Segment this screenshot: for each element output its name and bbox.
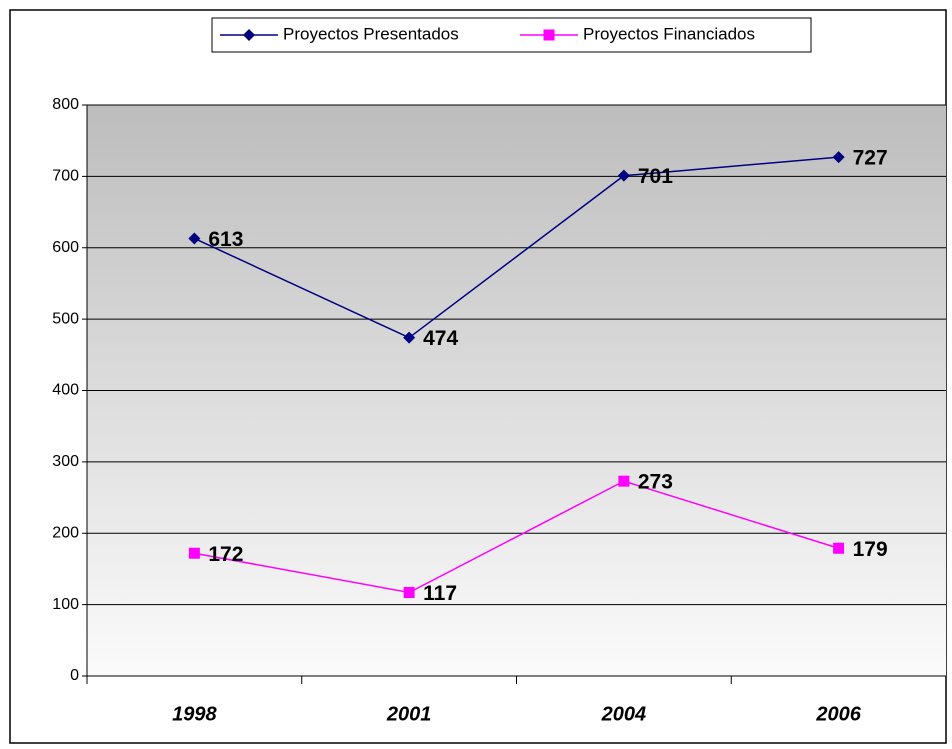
series-line [194, 156, 839, 339]
data-label: 727 [853, 147, 888, 170]
marker [543, 29, 555, 41]
y-tick-label: 300 [52, 453, 79, 470]
data-label: 474 [423, 327, 458, 350]
marker [617, 169, 630, 182]
data-label: 613 [208, 228, 243, 251]
marker [403, 331, 416, 344]
marker [188, 547, 200, 559]
y-tick-label: 200 [52, 524, 79, 541]
y-tick-label: 800 [52, 96, 79, 113]
y-tick-label: 700 [52, 168, 79, 185]
y-tick-label: 400 [52, 382, 79, 399]
x-tick-label: 2006 [815, 703, 861, 725]
x-tick-label: 2004 [601, 703, 647, 725]
legend-label: Proyectos Financiados [583, 24, 755, 43]
marker [188, 232, 201, 245]
data-label: 273 [638, 471, 673, 494]
marker [243, 29, 255, 41]
x-tick-label: 1998 [172, 703, 217, 725]
legend-label: Proyectos Presentados [283, 24, 459, 43]
marker [832, 151, 845, 164]
series-line [194, 480, 839, 594]
marker [833, 542, 845, 554]
x-tick-label: 2001 [386, 703, 432, 725]
data-label: 117 [423, 582, 457, 605]
marker [403, 586, 415, 598]
y-tick-label: 100 [52, 596, 79, 613]
data-label: 172 [208, 543, 243, 566]
data-label: 701 [638, 165, 673, 188]
y-tick-label: 0 [70, 667, 79, 684]
legend [211, 17, 812, 53]
y-tick-label: 500 [52, 310, 79, 327]
data-label: 179 [853, 538, 888, 561]
y-tick-label: 600 [52, 239, 79, 256]
marker [618, 475, 630, 487]
